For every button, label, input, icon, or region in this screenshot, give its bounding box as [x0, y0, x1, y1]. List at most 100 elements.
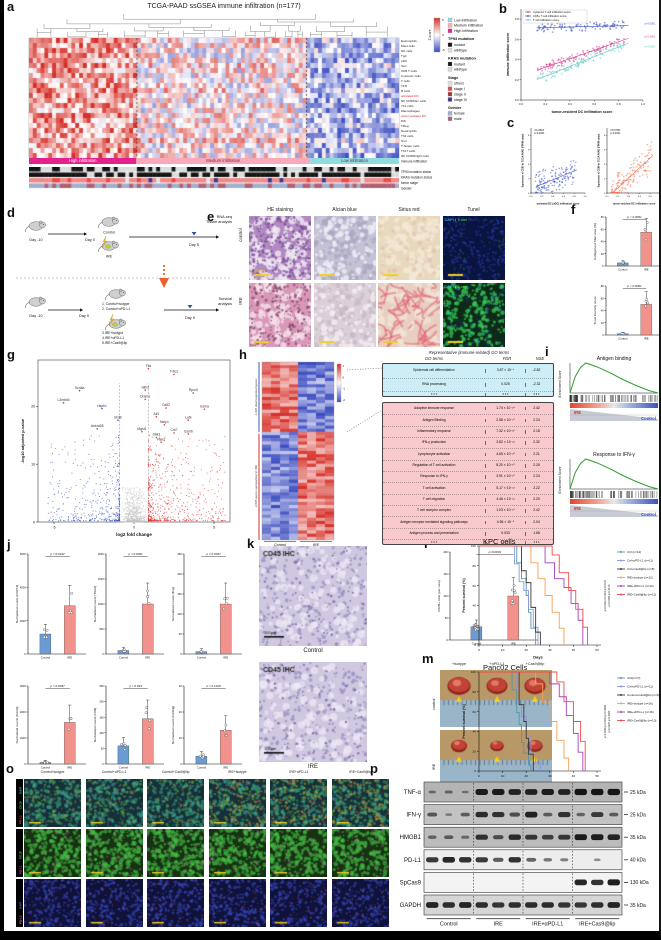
x-cat-label: Control — [41, 655, 51, 659]
go-value: -2.82 — [525, 368, 547, 373]
y-tick-label: 2000 — [20, 619, 26, 623]
gsea-group-left: IRE — [574, 410, 581, 415]
wb-band — [543, 812, 553, 817]
y-axis-label: Percent survival (%) — [462, 704, 466, 739]
colorbar-tick: 1 — [343, 364, 345, 368]
wb-band — [492, 812, 505, 818]
if-image — [85, 779, 143, 827]
p-values: p=0.0187 p=0.0061 — [608, 710, 611, 732]
wb-band — [426, 902, 439, 908]
legend-item-label: wildtype — [454, 68, 467, 72]
p-values: p=0.032 p=0.0021 p=0.0017 — [604, 579, 607, 611]
text: 20 — [473, 749, 477, 753]
wb-band — [560, 858, 569, 862]
p-value: p<0.0001 — [610, 132, 621, 135]
if-image — [208, 879, 266, 927]
bar-chart-j0: 0 2000 4000 6000 Normalized counts (CD274) Co… — [15, 552, 86, 659]
p-value: p<0.0001 — [645, 44, 656, 48]
panel-o-label: o — [6, 761, 14, 776]
panel-d-label: d — [7, 205, 15, 220]
go-ellipsis-row: • • • • • • • • • — [383, 538, 553, 544]
wb-band — [525, 902, 538, 908]
x-cat-label: Control — [618, 336, 628, 340]
y-tick-label: 0 — [446, 638, 448, 642]
legend-item-label: stage II — [454, 92, 466, 96]
go-table-colheads: GO terms FDR NSE — [382, 356, 556, 361]
p-value: p = 0.1010 — [205, 684, 221, 688]
text: 20 — [524, 774, 528, 778]
x-cat-label: IRE — [145, 655, 150, 659]
y-tick-label: 20 — [179, 710, 182, 714]
gsea-group-right: Control — [641, 512, 656, 517]
histology-col-header: Sirius red — [398, 207, 420, 213]
text: 4 — [528, 164, 530, 166]
text: 0.2 — [540, 196, 544, 198]
panel-e-label: e — [207, 209, 215, 224]
go-term: Response to IFN-γ — [420, 474, 448, 479]
panel-i-label: i — [545, 344, 549, 359]
text: 0.4 — [568, 102, 572, 106]
y-tick-label: 1500 — [98, 577, 104, 581]
survival-legend-item: Control+Cas9@lip (n=6) — [627, 693, 659, 697]
text: 80 — [473, 564, 477, 568]
heatmap-row-label: TFH — [401, 84, 407, 88]
go-row: RNA processing 0.025 -2.32 — [383, 377, 553, 392]
heatmap-cat: Control — [274, 543, 286, 547]
x-axis-label: activated DC (aDC) infiltration score — [537, 203, 580, 206]
x-cat-label: IRE — [223, 765, 228, 769]
y-tick-label: 250 — [99, 684, 104, 688]
if-image — [85, 829, 143, 877]
go-value: 2.42 — [525, 406, 547, 411]
wb-kda-label: 40 kDa — [630, 858, 646, 864]
treatment-schematic: Day -10 Day 0 Conrtol IRE Day 5 RNA-seqTissue… — [16, 215, 232, 345]
text: 0 — [133, 526, 135, 530]
x-cat-label: IRE — [644, 336, 649, 340]
p-value: p<0.0001 — [534, 132, 545, 135]
text: 0.0 — [605, 196, 609, 198]
y-tick-label: 20 — [601, 252, 604, 256]
heatmap-row-label: iDC — [401, 119, 407, 123]
p-values: p=0.0208 p=0.0021 p=0.3083 — [604, 704, 607, 737]
y-tick-label: 0 — [24, 762, 26, 766]
legend-item-label: stage I — [454, 87, 465, 91]
text: 0.4 — [515, 58, 519, 62]
wb-band — [607, 788, 620, 796]
text: 0.6 — [515, 37, 519, 41]
heatmap-row-label: T helper cells — [401, 144, 420, 148]
bar-chart-j3: 0 1000 2000 3000 Normalized counts (Gzmb) Con… — [15, 684, 86, 769]
y-tick-label: 60 — [601, 227, 604, 231]
heatmap-row-label: tumor-resident DC — [401, 114, 427, 118]
channel-name: / — [453, 283, 458, 289]
if-image — [208, 829, 266, 877]
go-term: T cell receptor complex — [416, 508, 452, 513]
go-term: T cell activation — [422, 485, 446, 490]
wb-band — [444, 835, 454, 839]
wb-protein-label: GAPDH — [400, 903, 421, 909]
heatmap-row-label: CD8 T cells — [401, 69, 417, 73]
survival-chart-0: KPC cells 0 20 40 60 80 100 0 10 20 30 40 50 Days Perc… — [462, 537, 656, 660]
wb-band — [461, 790, 469, 794]
text: 1.0 — [583, 196, 587, 198]
go-value: 2.82 × 10⁻²¹ — [485, 441, 525, 445]
go-row: T cell activation 5.17 × 10⁻¹³ 2.22 — [383, 482, 553, 493]
y-axis-label: Expression of CD80 in TCGA PAAD (FPKM va… — [522, 133, 525, 187]
text: 80 — [473, 690, 477, 694]
text: 0 — [528, 193, 530, 195]
channel-name: / — [453, 217, 458, 222]
lightning-icon — [108, 313, 115, 327]
panel-b-label: b — [499, 1, 507, 16]
wb-band — [428, 790, 436, 794]
survival-curve — [479, 671, 586, 771]
text: 0.4 — [627, 196, 631, 198]
y-tick-label: 100 — [99, 731, 104, 735]
x-cat-label: IRE — [644, 267, 649, 271]
if-col-header: IRE+isotype — [228, 770, 247, 774]
bar-chart-j4: 0 50 100 150 200 250 Normalized counts (Flt3l)… — [93, 684, 164, 769]
wb-band — [574, 879, 587, 886]
text: 8 — [604, 135, 606, 137]
text: 100 — [471, 670, 476, 674]
wb-band — [558, 812, 571, 818]
x-cat-label: Control — [41, 765, 51, 769]
y-tick-label: 60 — [601, 296, 604, 300]
x-cat-label: Control — [197, 655, 207, 659]
